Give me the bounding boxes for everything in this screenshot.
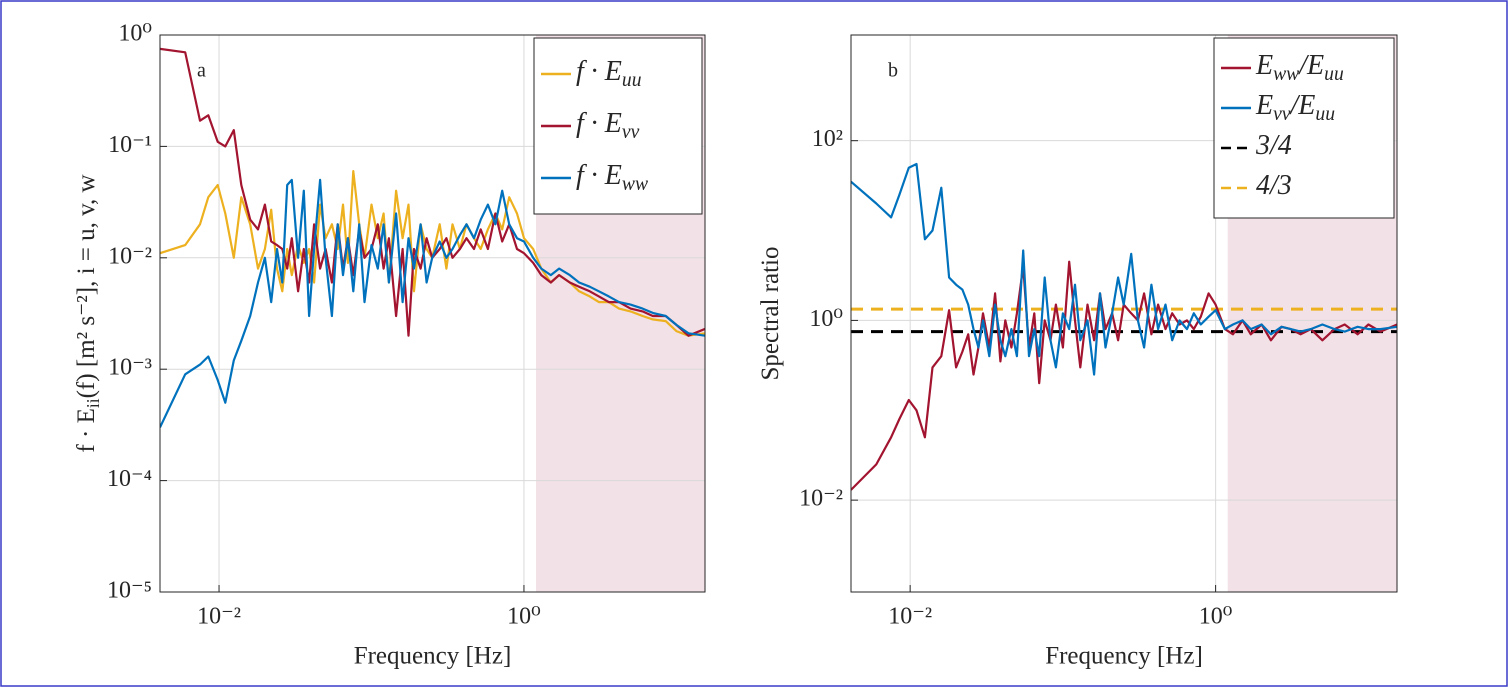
y-tick-label: 10⁻⁴: [107, 466, 152, 492]
data-line: [160, 47, 705, 337]
axes-box: [159, 34, 706, 593]
y-tick-label: 10²: [812, 126, 843, 152]
x-tick-label: 10⁰: [1199, 604, 1233, 630]
legend-label: Eww/Euu: [1255, 50, 1344, 84]
x-tick-label: 10⁻²: [888, 604, 932, 630]
x-tick-label: 10⁰: [507, 604, 541, 630]
y-axis-label: Spectral ratio: [757, 247, 784, 381]
y-axis-label: f · Eii(f) [m² s⁻²], i = u, v, w: [73, 174, 103, 452]
y-tick-label: 10⁻²: [108, 243, 152, 269]
y-tick-label: 10⁻⁵: [107, 578, 152, 604]
data-line: [160, 178, 705, 428]
data-line: [160, 170, 705, 337]
x-tick-label: 10⁻²: [197, 604, 241, 630]
data-line: [851, 162, 1397, 376]
panel-label: b: [888, 60, 898, 82]
x-axis-label: Frequency [Hz]: [1045, 643, 1203, 670]
data-line: [851, 260, 1397, 491]
axes-box: [850, 34, 1398, 593]
panel-label: a: [197, 60, 206, 82]
legend-label: 3/4: [1255, 130, 1292, 161]
legend-label: Evv/Euu: [1255, 90, 1335, 124]
legend-label: f · Eww: [576, 160, 648, 194]
y-tick-label: 10⁰: [118, 21, 152, 47]
legend-label: f · Evv: [576, 108, 640, 142]
legend-label: f · Euu: [576, 56, 642, 90]
y-tick-label: 10⁰: [809, 306, 843, 332]
x-axis-label: Frequency [Hz]: [354, 643, 512, 670]
legend-label: 4/3: [1256, 170, 1292, 201]
y-tick-label: 10⁻²: [799, 486, 843, 512]
y-tick-label: 10⁻¹: [108, 132, 152, 158]
y-tick-label: 10⁻³: [108, 355, 152, 381]
